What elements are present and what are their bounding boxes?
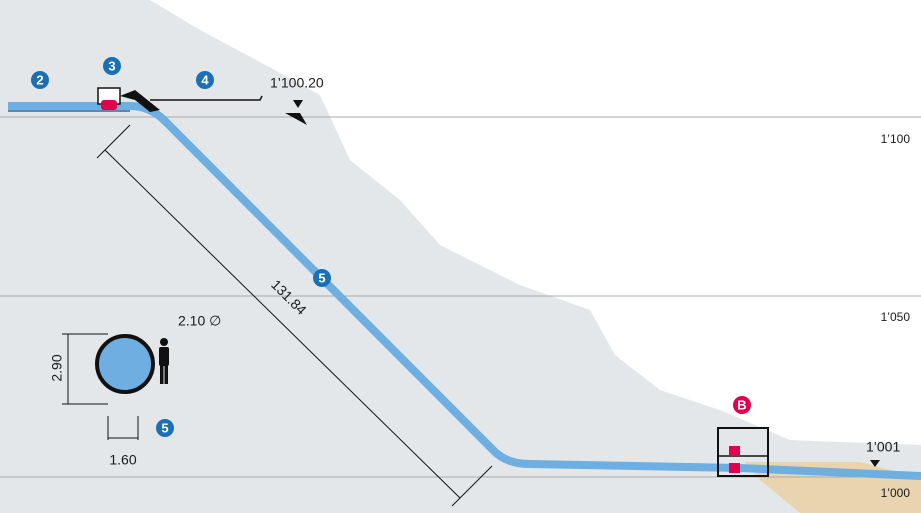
- dimension-tick: [451, 465, 493, 507]
- marker: 3: [103, 57, 121, 75]
- level-mark: [293, 100, 303, 108]
- marker-label: 5: [318, 270, 325, 285]
- penstock: [8, 102, 921, 480]
- dimension-line: [104, 149, 461, 499]
- dimension-tick: [96, 124, 131, 159]
- tunnel-section: [95, 334, 155, 394]
- diameter-label: 2.10 ∅: [178, 313, 221, 329]
- dimension-line: [62, 333, 139, 440]
- turbine: [729, 446, 740, 456]
- elevation-label: 1’100.20: [270, 75, 324, 91]
- marker: 5: [313, 269, 331, 287]
- marker-label: 3: [108, 58, 115, 73]
- marker-label: 2: [36, 72, 43, 87]
- marker-label: 5: [161, 420, 168, 435]
- level-label: 1’100: [881, 132, 911, 146]
- width-label: 1.60: [109, 452, 136, 468]
- level-label: 1’000: [881, 486, 911, 500]
- marker: 4: [196, 71, 214, 89]
- intake-wall: [120, 90, 160, 112]
- basin-floor: [150, 113, 307, 125]
- marker: 2: [31, 71, 49, 89]
- generator: [729, 463, 740, 473]
- marker-label: 4: [201, 72, 209, 87]
- marker: B: [733, 396, 751, 414]
- basin-line: [150, 95, 263, 101]
- level-mark: [870, 460, 880, 467]
- level-label: 1’050: [881, 310, 911, 324]
- person: [159, 338, 169, 384]
- gate: [101, 100, 117, 110]
- elevation-label: 1’001: [866, 439, 900, 455]
- powerhouse: [717, 427, 769, 477]
- marker-label: B: [737, 397, 746, 412]
- height-label: 2.90: [49, 354, 65, 381]
- marker: 5: [156, 419, 174, 437]
